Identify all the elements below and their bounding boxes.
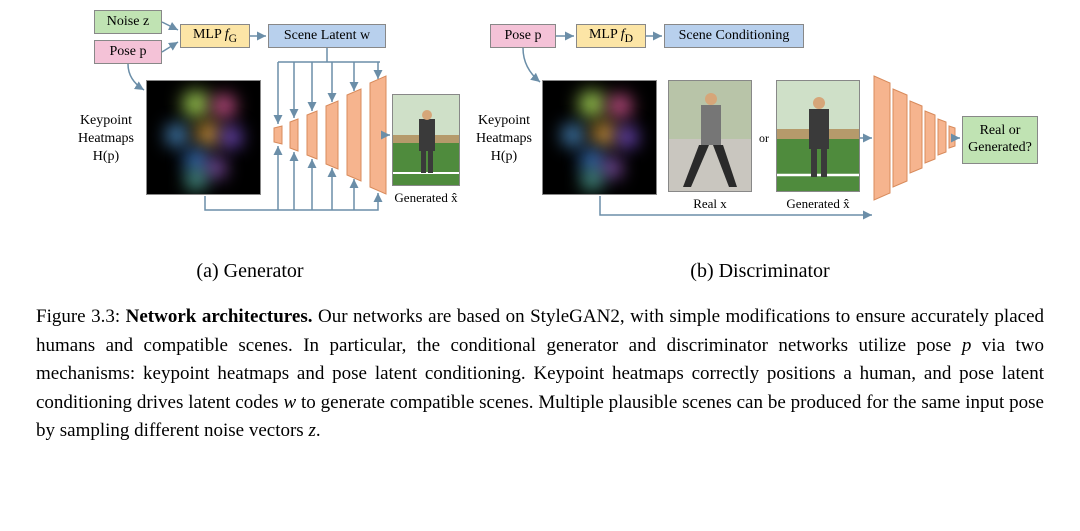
- output-box: Real or Generated?: [962, 116, 1038, 164]
- pose-label-b: Pose p: [505, 28, 542, 45]
- figure-row: Noise z Pose p MLP fG Scene Latent w Key…: [30, 10, 1050, 240]
- mlp-label-b: MLP fD: [589, 27, 633, 46]
- generated-image-b: [776, 80, 860, 192]
- mlp-sub-a: G: [229, 31, 237, 44]
- mlp-box-a: MLP fG: [180, 24, 250, 48]
- pose-box-b: Pose p: [490, 24, 556, 48]
- scene-box-a: Scene Latent w: [268, 24, 386, 48]
- noise-box: Noise z: [94, 10, 162, 34]
- mlp-box-b: MLP fD: [576, 24, 646, 48]
- real-label: Real x: [680, 196, 740, 212]
- pose-box-a: Pose p: [94, 40, 162, 64]
- real-image: [668, 80, 752, 192]
- subcaptions-row: (a) Generator (b) Discriminator: [30, 252, 1050, 283]
- output-label: Real or Generated?: [968, 123, 1032, 157]
- scene-box-b: Scene Conditioning: [664, 24, 804, 48]
- heatmap-label-b: Keypoint Heatmaps H(p): [466, 112, 542, 167]
- generator-panel: Noise z Pose p MLP fG Scene Latent w Key…: [40, 10, 460, 240]
- heatmap-a: [146, 80, 261, 195]
- mlp-label-a: MLP fG: [193, 27, 237, 46]
- discriminator-panel: Pose p MLP fD Scene Conditioning Real or…: [480, 10, 1040, 240]
- generated-image-a: [392, 94, 460, 186]
- heatmap-label-a: Keypoint Heatmaps H(p): [68, 112, 144, 167]
- subcaption-b: (b) Discriminator: [480, 260, 1040, 283]
- generated-label-b: Generated x̂: [773, 196, 863, 212]
- noise-label: Noise z: [107, 14, 149, 31]
- subcaption-a: (a) Generator: [40, 260, 460, 283]
- figure-title: Network architectures.: [126, 306, 313, 327]
- heatmap-b: [542, 80, 657, 195]
- or-label: or: [756, 130, 772, 146]
- figure-number: Figure 3.3:: [36, 306, 120, 327]
- scene-label-a: Scene Latent w: [284, 28, 370, 45]
- pose-label-a: Pose p: [110, 44, 147, 61]
- scene-label-b: Scene Conditioning: [679, 28, 790, 45]
- generated-label-a: Generated x̂: [380, 190, 472, 206]
- mlp-sub-b: D: [625, 31, 633, 44]
- figure-caption: Figure 3.3: Network architectures. Our n…: [30, 303, 1050, 446]
